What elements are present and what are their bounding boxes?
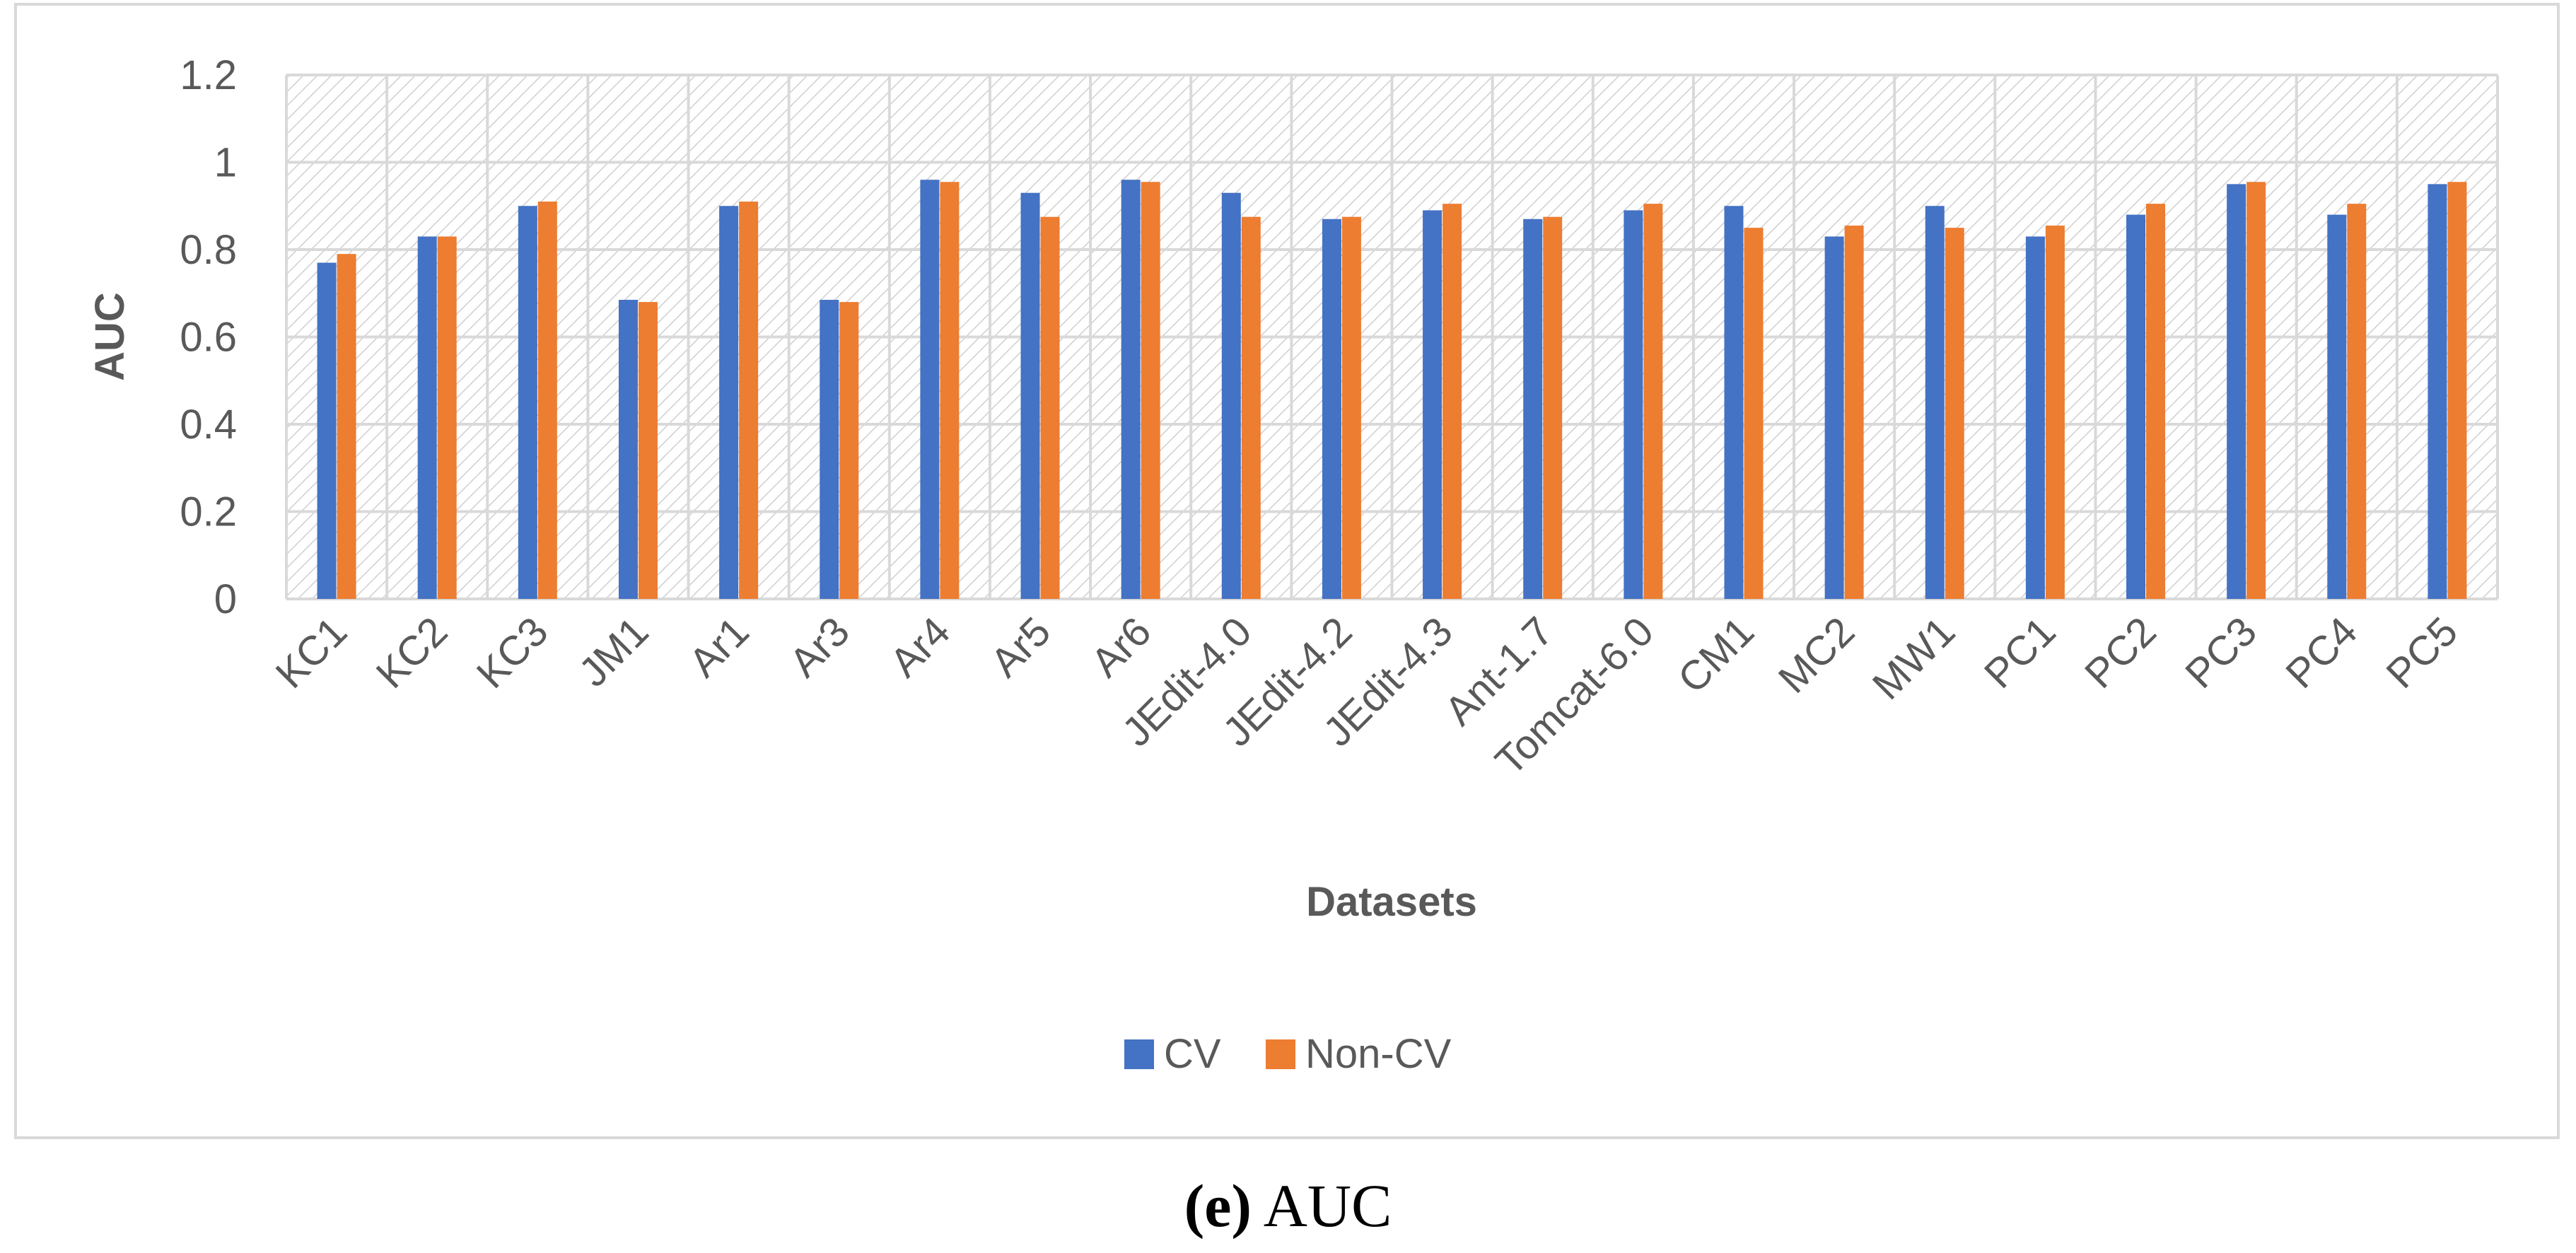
bar-cv-ar3 <box>820 300 839 599</box>
bar-cv-pc3 <box>2227 184 2246 599</box>
bar-cv-mw1 <box>1925 206 1945 599</box>
bar-non-cv-pc5 <box>2447 182 2467 600</box>
bar-non-cv-cm1 <box>1744 228 1764 599</box>
y-tick-label: 0.6 <box>180 315 237 361</box>
x-tick-label: PC4 <box>2277 608 2366 697</box>
bar-non-cv-ar5 <box>1040 216 1060 599</box>
x-tick-label: JM1 <box>570 608 657 695</box>
bar-cv-ar5 <box>1020 192 1040 600</box>
bar-cv-mc2 <box>1824 236 1844 600</box>
bar-cv-jedit-4-0 <box>1221 192 1241 600</box>
caption-text: AUC <box>1252 1172 1392 1240</box>
bar-cv-pc1 <box>2025 236 2045 600</box>
bar-cv-pc4 <box>2327 214 2347 600</box>
bar-non-cv-kc1 <box>337 254 356 599</box>
bars <box>317 180 2467 600</box>
bar-cv-ar1 <box>719 206 739 599</box>
x-tick-label: KC1 <box>267 608 356 697</box>
x-tick-label: MW1 <box>1864 608 1964 709</box>
bar-cv-tomcat-6-0 <box>1624 210 1643 599</box>
bar-cv-jedit-4-2 <box>1322 218 1341 599</box>
bar-cv-kc2 <box>417 236 437 600</box>
x-tick-label: Ar6 <box>1083 608 1160 686</box>
legend-label: Non-CV <box>1305 1031 1452 1077</box>
bar-cv-kc1 <box>317 262 337 599</box>
caption-letter: (e) <box>1184 1172 1252 1240</box>
y-axis-label: AUC <box>87 292 133 381</box>
bar-non-cv-jm1 <box>638 302 658 599</box>
x-tick-label: MC2 <box>1770 608 1864 702</box>
bar-cv-ant-1-7 <box>1523 218 1543 599</box>
x-tick-label: Ar3 <box>781 608 858 686</box>
y-tick-label: 0.8 <box>180 227 237 273</box>
legend-swatch-non-cv <box>1266 1039 1295 1069</box>
bar-non-cv-jedit-4-2 <box>1341 216 1361 599</box>
bar-non-cv-jedit-4-3 <box>1443 204 1462 600</box>
bar-non-cv-ar6 <box>1141 182 1160 600</box>
bar-non-cv-pc3 <box>2246 182 2266 600</box>
bar-non-cv-ar4 <box>940 182 960 600</box>
bar-cv-ar6 <box>1121 180 1141 599</box>
y-tick-label: 1 <box>214 140 237 186</box>
bar-cv-jedit-4-3 <box>1423 210 1443 599</box>
bar-non-cv-ar1 <box>739 202 759 599</box>
x-tick-label: PC2 <box>2076 608 2165 697</box>
legend: CV Non-CV <box>1124 1031 1452 1077</box>
x-tick-label: PC5 <box>2377 608 2466 697</box>
bar-cv-pc5 <box>2428 184 2447 599</box>
x-tick-label: Ar5 <box>981 608 1059 686</box>
legend-item: Non-CV <box>1266 1031 1452 1077</box>
y-axis-ticks: 0 0.2 0.4 0.6 0.8 1 1.2 <box>180 52 237 622</box>
y-tick-label: 1.2 <box>180 52 237 98</box>
bar-non-cv-pc1 <box>2045 226 2065 600</box>
bar-non-cv-tomcat-6-0 <box>1643 204 1663 600</box>
x-tick-label: Ar1 <box>680 608 758 686</box>
bar-cv-jm1 <box>618 300 638 599</box>
x-tick-label: CM1 <box>1669 608 1764 702</box>
y-tick-label: 0.4 <box>180 402 237 448</box>
chart: 0 0.2 0.4 0.6 0.8 1 1.2 KC1 KC2 KC3 JM1 Ar1 Ar3 Ar4 A… <box>87 52 2499 1077</box>
x-tick-label: KC3 <box>468 608 557 697</box>
bar-non-cv-pc4 <box>2347 204 2367 600</box>
x-axis-ticks: KC1 KC2 KC3 JM1 Ar1 Ar3 Ar4 Ar5 Ar6JEdit-4.0JEdi… <box>267 608 2467 784</box>
legend-label: CV <box>1164 1031 1221 1077</box>
bar-non-cv-jedit-4-0 <box>1241 216 1261 599</box>
figure-caption: (e) AUC <box>0 1170 2576 1241</box>
bar-cv-kc3 <box>518 206 537 599</box>
x-tick-label: PC3 <box>2176 608 2266 697</box>
bar-non-cv-ant-1-7 <box>1543 216 1563 599</box>
bar-cv-cm1 <box>1724 206 1744 599</box>
y-tick-label: 0.2 <box>180 489 237 535</box>
bar-non-cv-kc3 <box>537 202 557 599</box>
x-tick-label: KC2 <box>368 608 457 697</box>
bar-non-cv-mw1 <box>1945 228 1964 599</box>
x-axis-label: Datasets <box>1306 879 1477 925</box>
bar-non-cv-ar3 <box>839 302 859 599</box>
legend-item: CV <box>1124 1031 1221 1077</box>
bar-non-cv-pc2 <box>2146 204 2166 600</box>
legend-swatch-cv <box>1124 1039 1154 1069</box>
x-tick-label: Ar4 <box>881 608 959 686</box>
bar-non-cv-mc2 <box>1844 226 1864 600</box>
bar-cv-ar4 <box>920 180 940 599</box>
bar-cv-pc2 <box>2126 214 2146 600</box>
x-tick-label: PC1 <box>1976 608 2065 697</box>
y-tick-label: 0 <box>214 576 237 622</box>
bar-non-cv-kc2 <box>437 236 457 600</box>
